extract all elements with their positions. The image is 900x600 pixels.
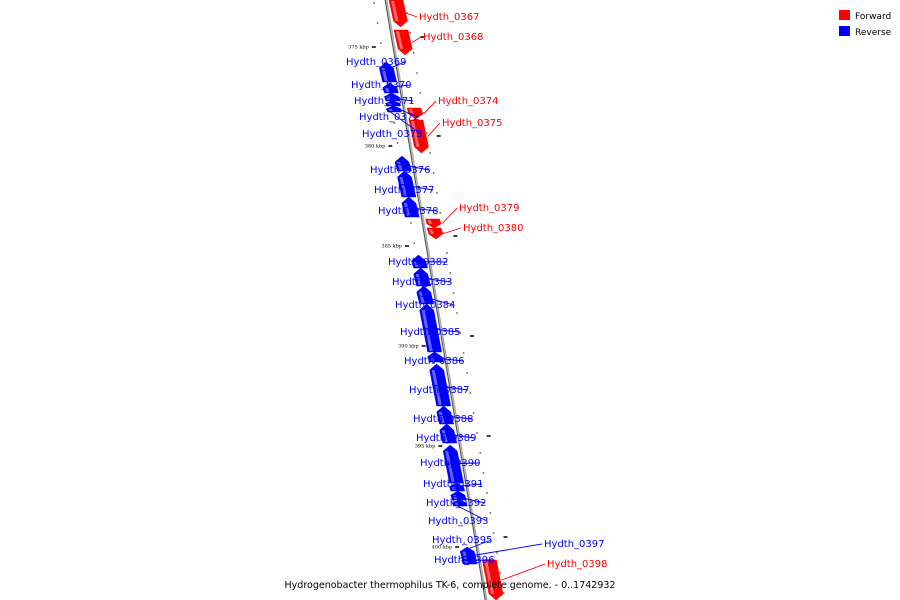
gene-leader-line — [407, 13, 418, 18]
gene-leader-line — [402, 206, 438, 212]
gene-leader-line — [460, 543, 543, 558]
gene-arrow-highlight — [421, 310, 433, 351]
gene-leader-line — [432, 384, 469, 391]
gene-arrow-highlight — [463, 557, 468, 559]
gene-label[interactable]: Hydth_0368 — [423, 32, 484, 43]
gene-label[interactable]: Hydth_0376 — [370, 165, 431, 176]
gene-label[interactable]: Hydth_0388 — [413, 414, 474, 425]
gene-arrow-highlight — [429, 229, 434, 235]
legend-reverse-label: Reverse — [855, 28, 892, 38]
gene-arrow-highlight — [451, 486, 456, 490]
gene-label[interactable]: Hydth_0387 — [409, 385, 470, 396]
gene-label[interactable]: Hydth_0367 — [419, 12, 480, 23]
gene-label[interactable]: Hydth_0382 — [388, 257, 449, 268]
gene-arrow-highlight — [388, 108, 393, 111]
gene-label[interactable]: Hydth_0398 — [547, 559, 608, 570]
gene-label[interactable]: Hydth_0393 — [428, 516, 489, 527]
legend-reverse-swatch — [839, 26, 850, 36]
gene-leader-line — [437, 414, 473, 420]
gene-arrow-highlight — [384, 87, 390, 92]
gene-arrow-highlight — [391, 1, 399, 21]
gene-label[interactable]: Hydth_0378 — [378, 206, 439, 217]
gene-label[interactable]: Hydth_0395 — [432, 535, 493, 546]
gene-leader-line — [449, 483, 483, 488]
gene-arrow-highlight — [431, 370, 442, 405]
gene-leader-line — [443, 227, 462, 234]
gene-label[interactable]: Hydth_0373 — [362, 129, 423, 140]
gene-arrow-highlight — [396, 31, 404, 49]
gene-leader-line — [427, 122, 441, 137]
gene-arrow-highlight — [403, 203, 411, 216]
tick-label: 395 kbp — [415, 444, 436, 450]
legend-forward-swatch — [839, 10, 850, 20]
gene-arrow-highlight — [409, 109, 414, 115]
legend-forward-label: Forward — [855, 12, 891, 22]
gene-label[interactable]: Hydth_0370 — [351, 80, 412, 91]
gene-leader-line — [422, 327, 460, 333]
tick-label: 390 kbp — [398, 344, 419, 350]
gene-label[interactable]: Hydth_0384 — [395, 300, 456, 311]
gene-label[interactable]: Hydth_0372 — [359, 112, 420, 123]
gene-leader-line — [382, 84, 411, 89]
gene-arrow-highlight — [399, 177, 407, 196]
gene-label[interactable]: Hydth_0379 — [459, 203, 520, 214]
gene-leader-line — [411, 261, 448, 263]
tick-label: 380 kbp — [365, 144, 386, 150]
gene-label[interactable]: Hydth_0390 — [420, 458, 481, 469]
gene-leader-line — [414, 276, 452, 283]
gene-arrow-highlight — [415, 274, 422, 285]
gene-label[interactable]: Hydth_0385 — [400, 327, 461, 338]
gene-label[interactable]: Hydth_0375 — [442, 118, 503, 129]
tick-label: 385 kbp — [381, 244, 402, 250]
gene-label[interactable]: Hydth_0386 — [404, 356, 465, 367]
gene-arrow-highlight — [445, 451, 455, 482]
gene-arrow-highlight — [462, 551, 467, 556]
gene-label[interactable]: Hydth_0377 — [374, 185, 435, 196]
gene-leader-line — [459, 539, 492, 553]
gene-leader-line — [379, 61, 406, 73]
gene-leader-line — [441, 207, 458, 224]
gene-leader-line — [395, 163, 430, 171]
gene-label[interactable]: Hydth_0391 — [423, 479, 484, 490]
gene-arrow-highlight — [413, 260, 419, 267]
tick-label: 400 kbp — [432, 545, 453, 551]
genome-caption: Hydrogenobacter thermophilus TK-6, compl… — [285, 580, 616, 591]
gene-leader-line — [417, 294, 455, 306]
gene-label[interactable]: Hydth_0389 — [416, 433, 477, 444]
gene-leader-line — [451, 502, 488, 522]
gene-label[interactable]: Hydth_0396 — [434, 555, 495, 566]
gene-label[interactable]: Hydth_0374 — [438, 96, 499, 107]
gene-leader-line — [398, 183, 434, 191]
gene-leader-line — [440, 433, 476, 439]
label-layer: Hydth_0367 Hydth_0368 Hydth_0369 Hydth_0370… — [346, 12, 608, 581]
gene-arrow-highlight — [427, 220, 432, 224]
gene-leader-line — [411, 36, 422, 43]
gene-arrow-highlight — [484, 561, 494, 594]
gene-layer — [379, 0, 504, 600]
gene-arrow-highlight — [441, 430, 448, 442]
gene-leader-line — [423, 100, 437, 114]
gene-label[interactable]: Hydth_0397 — [544, 539, 605, 550]
legend: Forward Reverse — [839, 10, 892, 38]
gene-leader-line — [385, 103, 419, 118]
gene-label[interactable]: Hydth_0371 — [354, 96, 415, 107]
gene-leader-line — [384, 96, 414, 102]
gene-arrow-highlight — [438, 412, 445, 423]
gene-leader-line — [450, 495, 486, 504]
gene-leader-line — [385, 108, 422, 135]
gene-leader-line — [461, 559, 494, 561]
gene-leader-line — [501, 563, 546, 581]
gene-arrow-highlight — [411, 121, 420, 147]
gene-leader-line — [427, 356, 464, 362]
gene-label[interactable]: Hydth_0369 — [346, 57, 407, 68]
tick-label: 375 kbp — [348, 45, 369, 51]
gene-label[interactable]: Hydth_0392 — [426, 498, 487, 509]
gene-leader-line — [445, 462, 480, 465]
gene-label[interactable]: Hydth_0380 — [463, 223, 524, 234]
gene-label[interactable]: Hydth_0383 — [392, 277, 453, 288]
gene-arrow-highlight — [418, 292, 425, 303]
